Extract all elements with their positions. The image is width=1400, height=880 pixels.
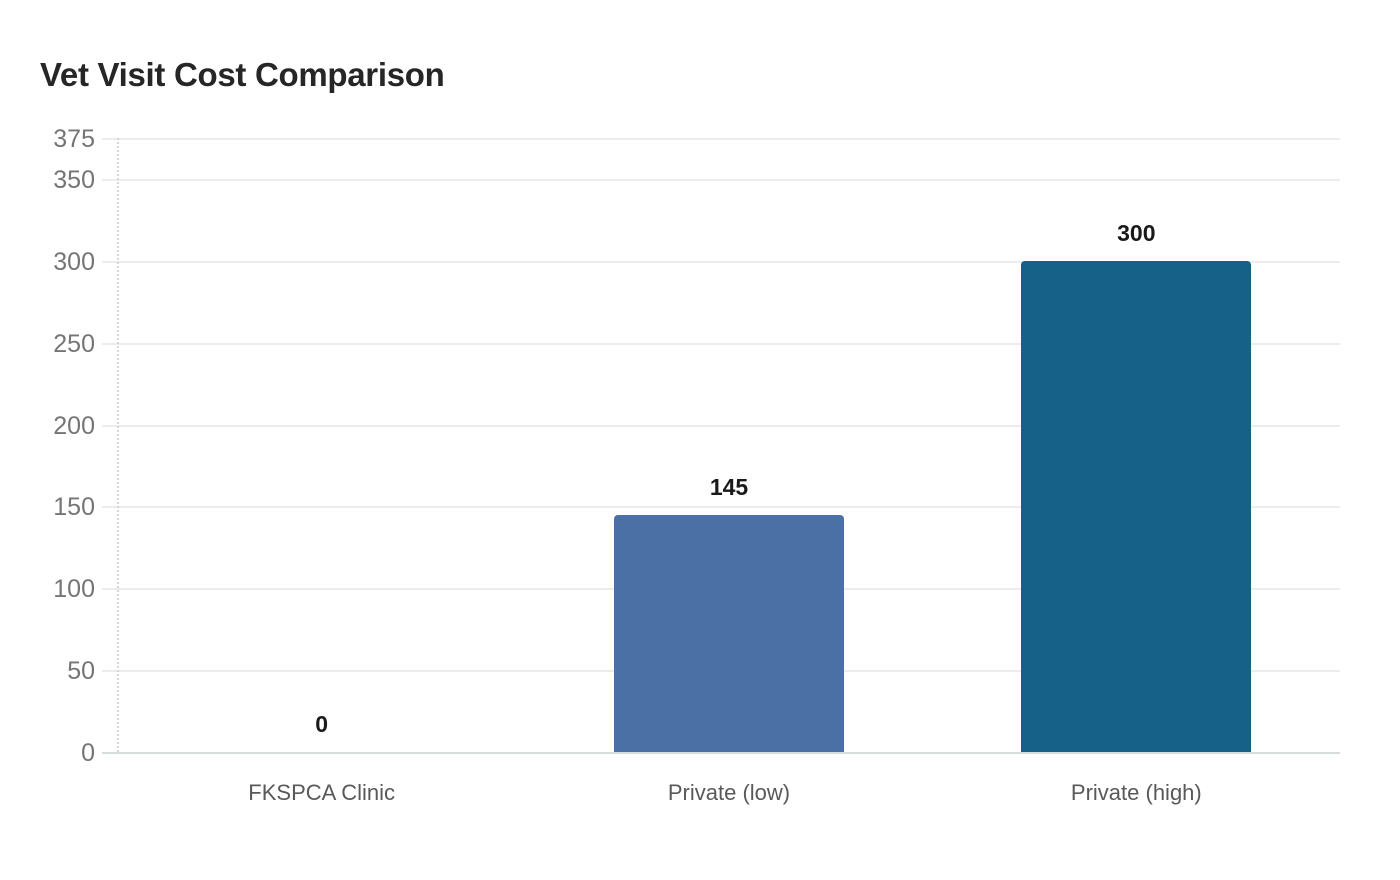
gridline bbox=[102, 424, 1340, 427]
y-tick-label: 350 bbox=[53, 165, 95, 194]
x-category-label: Private (high) bbox=[1070, 780, 1202, 805]
bar-2 bbox=[614, 514, 844, 752]
y-tick-label: 375 bbox=[53, 125, 95, 153]
y-tick-label: 150 bbox=[53, 493, 95, 522]
x-category-label: FKSPCA Clinic bbox=[248, 780, 396, 805]
x-axis-baseline bbox=[102, 752, 1340, 754]
gridline bbox=[102, 506, 1340, 509]
y-tick-label: 250 bbox=[53, 329, 95, 358]
bar-value-label: 0 bbox=[315, 711, 329, 737]
x-category-label: Private (low) bbox=[667, 780, 791, 805]
y-axis-line bbox=[117, 138, 119, 752]
gridline bbox=[102, 342, 1340, 345]
gridline bbox=[102, 260, 1340, 263]
gridline bbox=[102, 178, 1340, 181]
bar-value-label: 145 bbox=[709, 473, 749, 500]
bar-3 bbox=[1021, 260, 1252, 752]
y-tick-label: 0 bbox=[81, 739, 95, 767]
bar-value-label: 300 bbox=[1117, 219, 1156, 246]
y-tick-label: 100 bbox=[53, 575, 95, 604]
gridline bbox=[102, 138, 1340, 140]
y-tick-label: 200 bbox=[53, 411, 95, 440]
y-tick-label: 50 bbox=[67, 657, 95, 686]
y-tick-label: 300 bbox=[53, 247, 95, 276]
chart-title: Vet Visit Cost Comparison bbox=[40, 56, 445, 93]
